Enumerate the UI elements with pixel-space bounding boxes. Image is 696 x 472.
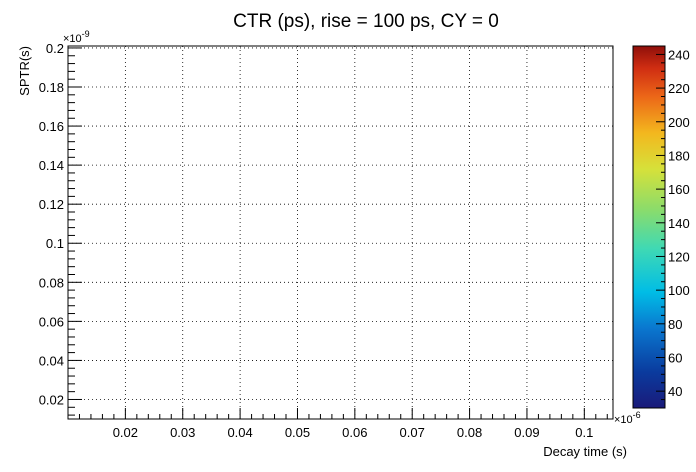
plot-area bbox=[68, 46, 613, 419]
plot-background bbox=[68, 46, 613, 419]
colorbar bbox=[632, 45, 666, 409]
colorbar-tick-label: 100 bbox=[668, 283, 690, 298]
x-tick-label: 0.02 bbox=[113, 425, 138, 440]
x-tick-label: 0.1 bbox=[575, 425, 593, 440]
y-tick-label: 0.1 bbox=[46, 236, 64, 251]
colorbar-tick-label: 160 bbox=[668, 182, 690, 197]
colorbar-tick-label: 40 bbox=[668, 384, 682, 399]
colorbar-ticks: 40 60 80 100 120 140 160 180 200 220 240 bbox=[656, 45, 690, 401]
colorbar-tick-label: 140 bbox=[668, 216, 690, 231]
y-tick-label: 0.02 bbox=[39, 392, 64, 407]
y-tick-label: 0.04 bbox=[39, 353, 64, 368]
y-multiplier-exp: -9 bbox=[82, 29, 90, 39]
colorbar-tick-label: 200 bbox=[668, 115, 690, 130]
x-tick-label: 0.04 bbox=[227, 425, 252, 440]
x-tick-label: 0.03 bbox=[170, 425, 195, 440]
y-tick-label: 0.06 bbox=[39, 314, 64, 329]
x-multiplier-base: ×10 bbox=[614, 414, 633, 426]
x-tick-label: 0.05 bbox=[285, 425, 310, 440]
colorbar-tick-label: 180 bbox=[668, 148, 690, 163]
x-axis-ticks: 0.02 0.03 0.04 0.05 0.06 0.07 0.08 0.09 0.1 bbox=[78, 408, 608, 440]
colorbar-tick-label: 80 bbox=[668, 317, 682, 332]
y-multiplier-base: ×10 bbox=[63, 33, 82, 45]
colorbar-tick-label: 220 bbox=[668, 81, 690, 96]
x-axis-multiplier: ×10-6 bbox=[614, 410, 641, 426]
y-tick-label: 0.2 bbox=[46, 41, 64, 56]
x-tick-label: 0.06 bbox=[342, 425, 367, 440]
x-multiplier-exp: -6 bbox=[633, 410, 641, 420]
grid-lines bbox=[68, 46, 613, 419]
colorbar-tick-label: 120 bbox=[668, 249, 690, 264]
x-tick-label: 0.09 bbox=[514, 425, 539, 440]
colorbar-tick-label: 240 bbox=[668, 47, 690, 62]
y-tick-label: 0.08 bbox=[39, 275, 64, 290]
y-tick-label: 0.14 bbox=[39, 158, 64, 173]
y-axis-multiplier: ×10-9 bbox=[63, 29, 90, 45]
y-axis-title: SPTR(s) bbox=[17, 46, 32, 96]
y-axis-ticks: 0.02 0.04 0.06 0.08 0.1 0.12 0.14 0.16 0.18 0.2 bbox=[39, 41, 82, 416]
x-tick-label: 0.07 bbox=[400, 425, 425, 440]
plot-frame bbox=[67, 45, 614, 420]
chart-title: CTR (ps), rise = 100 ps, CY = 0 bbox=[233, 11, 499, 32]
x-tick-label: 0.08 bbox=[457, 425, 482, 440]
y-tick-label: 0.16 bbox=[39, 119, 64, 134]
y-tick-label: 0.18 bbox=[39, 80, 64, 95]
x-axis-title: Decay time (s) bbox=[543, 444, 627, 459]
colorbar-tick-label: 60 bbox=[668, 350, 682, 365]
y-tick-label: 0.12 bbox=[39, 197, 64, 212]
